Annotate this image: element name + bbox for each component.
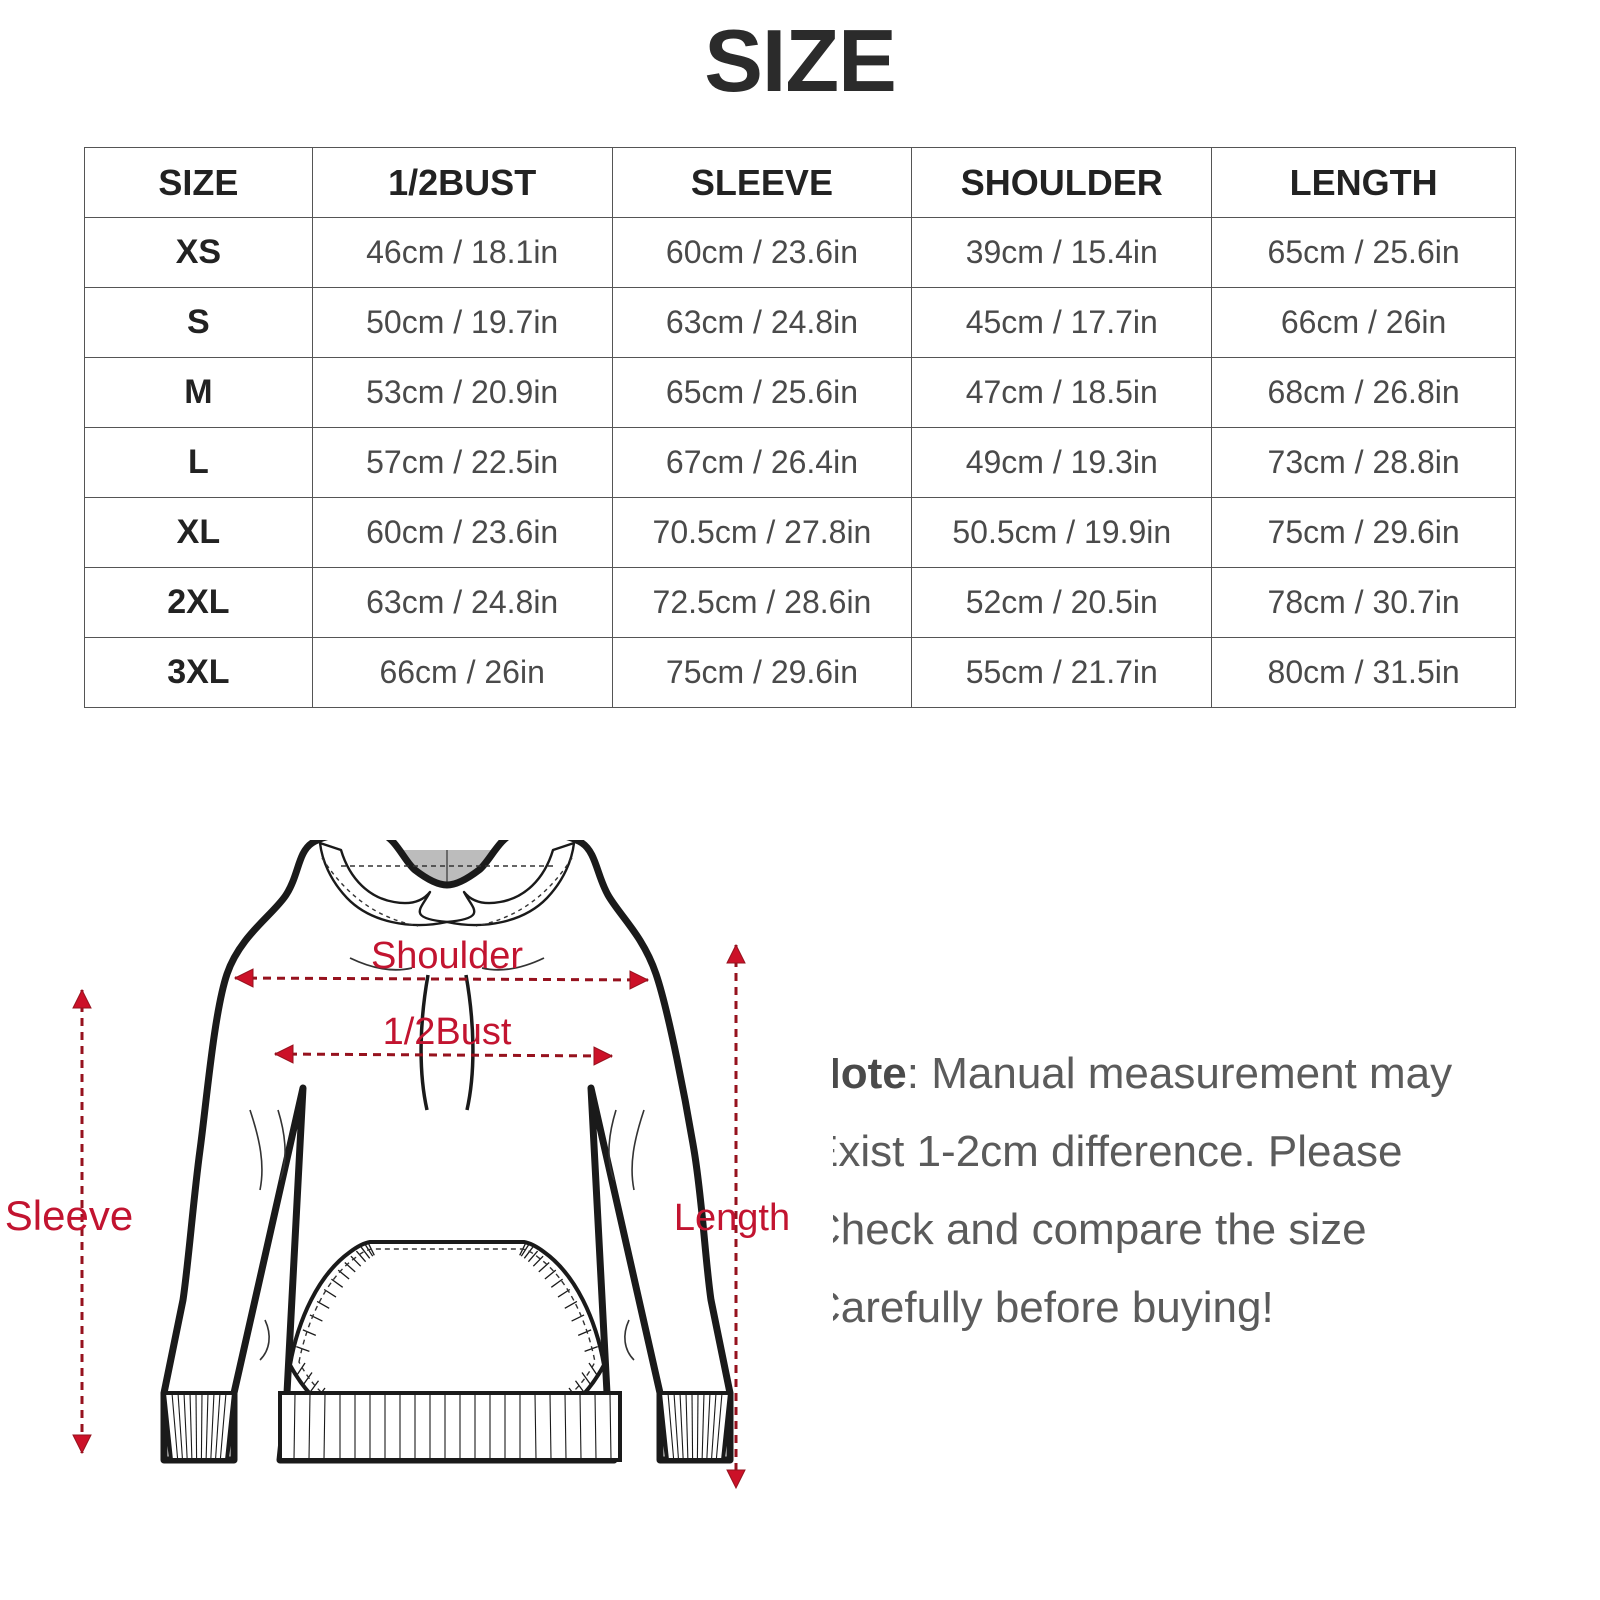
svg-text:Sleeve: Sleeve [5,1192,133,1239]
svg-text:Shoulder: Shoulder [371,935,523,977]
svg-text:1/2Bust: 1/2Bust [383,1011,512,1053]
svg-text:Length: Length [674,1197,790,1239]
